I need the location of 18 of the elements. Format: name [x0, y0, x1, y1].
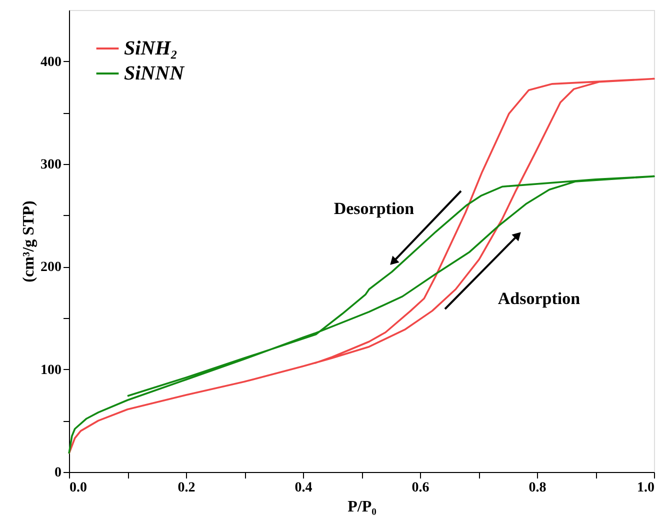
legend-label: SiNH₂: [124, 38, 178, 60]
x-axis-title: P/P₀: [348, 498, 377, 516]
x-tick-label: 0.2: [178, 480, 196, 496]
x-tick-label: 0.8: [528, 480, 546, 496]
y-tick-label: 400: [40, 54, 62, 70]
y-tick-label: 0: [54, 466, 62, 480]
x-tick-label: 1.0: [637, 480, 654, 496]
y-tick-label: 300: [40, 158, 62, 172]
y-tick-label: 100: [40, 362, 62, 378]
y-tick-label: 200: [40, 260, 62, 276]
legend-label: SiNNN: [124, 62, 186, 84]
annotation: Adsorption: [498, 289, 581, 308]
x-tick-label: 0.4: [294, 480, 312, 496]
line-series: [68, 175, 655, 454]
annotation: Desorption: [334, 199, 415, 218]
x-tick-label: 0.0: [70, 480, 87, 496]
x-tick-label: 0.6: [412, 480, 430, 496]
y-axis-title: (cm³/g STP): [20, 200, 38, 282]
